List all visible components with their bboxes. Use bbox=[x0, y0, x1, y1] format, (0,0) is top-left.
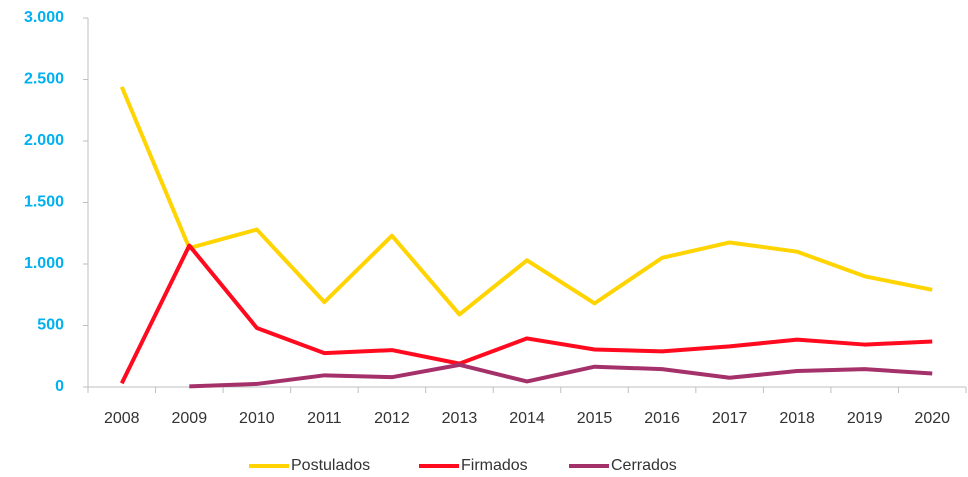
x-tick-label: 2008 bbox=[104, 410, 140, 427]
x-tick-label: 2018 bbox=[779, 410, 815, 427]
y-tick-label: 3.000 bbox=[24, 9, 64, 26]
y-tick-label: 2.000 bbox=[24, 132, 64, 149]
series-line bbox=[189, 362, 933, 389]
x-tick-label: 2013 bbox=[442, 410, 478, 427]
x-tick-label: 2015 bbox=[577, 410, 613, 427]
x-tick-label: 2017 bbox=[712, 410, 748, 427]
legend-label: Firmados bbox=[461, 457, 528, 474]
x-tick-label: 2014 bbox=[509, 410, 545, 427]
x-tick-label: 2011 bbox=[307, 410, 342, 427]
x-tick-label: 2020 bbox=[914, 410, 950, 427]
y-tick-label: 500 bbox=[37, 317, 64, 334]
legend-label: Postulados bbox=[291, 457, 370, 474]
series-line bbox=[119, 243, 933, 385]
y-tick-label: 0 bbox=[55, 378, 64, 395]
x-tick-label: 2019 bbox=[847, 410, 883, 427]
x-tick-label: 2016 bbox=[644, 410, 680, 427]
y-tick-label: 1.000 bbox=[24, 255, 64, 272]
series-line bbox=[119, 86, 933, 317]
x-tick-label: 2010 bbox=[239, 410, 275, 427]
x-tick-label: 2009 bbox=[172, 410, 208, 427]
x-tick-label: 2012 bbox=[374, 410, 410, 427]
y-tick-label: 1.500 bbox=[24, 194, 64, 211]
legend-label: Cerrados bbox=[611, 457, 677, 474]
y-tick-label: 2.500 bbox=[24, 71, 64, 88]
